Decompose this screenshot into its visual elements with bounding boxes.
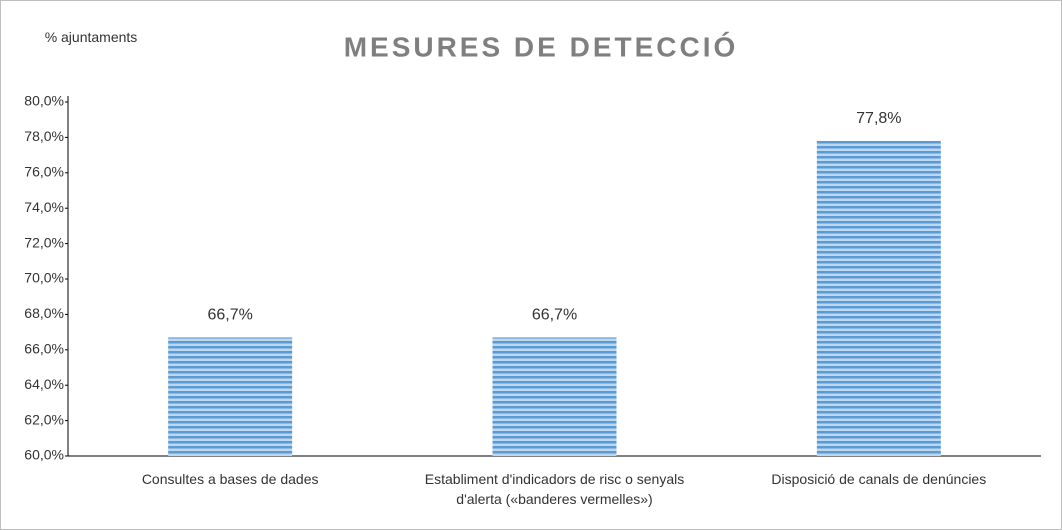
y-tick-label: 62,0%	[24, 411, 64, 427]
data-label: 66,7%	[207, 307, 252, 324]
data-label: 77,8%	[856, 110, 901, 127]
data-label: 66,7%	[532, 307, 577, 324]
chart-title: MESURES DE DETECCIÓ	[344, 31, 739, 62]
y-tick-label: 74,0%	[24, 199, 64, 215]
bar	[816, 140, 941, 456]
y-axis-label: % ajuntaments	[44, 29, 138, 45]
y-tick-label: 78,0%	[24, 128, 64, 144]
y-tick-label: 64,0%	[24, 376, 64, 392]
y-tick-label: 66,0%	[24, 341, 64, 357]
y-tick-label: 68,0%	[24, 305, 64, 321]
y-tick-label: 76,0%	[24, 164, 64, 180]
x-tick-label: Disposició de canals de denúncies	[771, 471, 987, 487]
y-tick-label: 70,0%	[24, 270, 64, 286]
y-tick-label: 72,0%	[24, 234, 64, 250]
bar	[168, 337, 293, 456]
x-tick-label: Establiment d'indicadors de risc o senya…	[424, 471, 685, 507]
y-tick-label: 60,0%	[24, 447, 64, 463]
x-tick-label: Consultes a bases de dades	[141, 471, 319, 487]
y-tick-label: 80,0%	[24, 93, 64, 109]
bar	[492, 337, 617, 456]
